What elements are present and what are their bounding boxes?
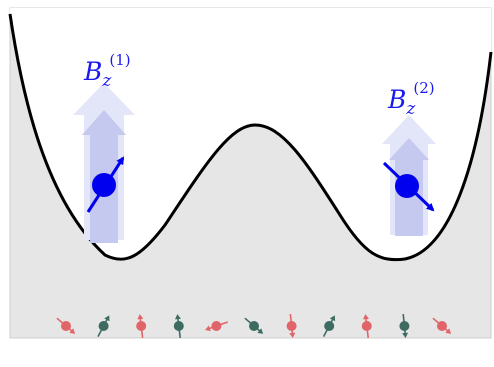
bath-spin-dot: [437, 321, 447, 331]
bath-spin: [322, 315, 336, 337]
bath-spin-arrowhead: [402, 332, 409, 338]
bath-spin-dot: [399, 321, 410, 331]
bath-spin: [56, 317, 76, 334]
bath-spin-dot: [286, 321, 297, 331]
left-qubit: [92, 173, 116, 197]
bath-spin: [244, 317, 264, 334]
right-field-label-base: B: [387, 85, 406, 114]
bath-spin: [432, 317, 452, 334]
bath-spin-dot: [98, 321, 109, 331]
bath-spin-arrowhead: [445, 328, 452, 334]
left-qubit-spin: [86, 156, 125, 213]
left-field-label-sup: (1): [109, 51, 130, 69]
right-field-label-sub: z: [405, 99, 416, 119]
bath-spin: [173, 314, 184, 339]
bath-spin: [399, 313, 410, 338]
bath-spin-dot: [173, 321, 184, 331]
bath-spin-dot: [61, 321, 71, 331]
bath-spin: [205, 321, 228, 332]
bath-spin-arrowhead: [137, 314, 144, 320]
bath-spin: [361, 314, 372, 339]
bath-spin-dot: [361, 321, 372, 331]
bath-spin: [286, 313, 297, 338]
bath-spin-arrowhead: [174, 314, 181, 320]
left-field-label-sub: z: [101, 71, 112, 91]
bath-spin-arrowhead: [104, 315, 110, 322]
bath-spin-dot: [249, 321, 259, 331]
right-field-label-sup: (2): [413, 79, 434, 97]
bath-spin-dot: [136, 321, 147, 331]
bath-spin-arrowhead: [69, 328, 76, 334]
bath-spin-arrowhead: [205, 325, 211, 332]
bath-spin-arrowhead: [362, 314, 369, 320]
right-field-label: Bz (2): [387, 79, 435, 119]
left-field-label-base: B: [83, 57, 102, 86]
bath-spin: [97, 315, 110, 337]
left-field-label: Bz (1): [83, 51, 131, 91]
bath-spin-arrowhead: [329, 315, 336, 322]
double-well-potential-curve: [8, 13, 493, 262]
bath-spin-dot: [324, 321, 335, 331]
right-qubit-spin: [382, 161, 435, 212]
bath-spin-dot: [211, 321, 222, 331]
bath-spin-arrowhead: [289, 332, 296, 338]
bath-spin: [136, 314, 147, 339]
bath-spin-arrowhead: [257, 328, 264, 334]
well-interior: [10, 8, 491, 260]
spin-bath: [56, 313, 452, 339]
right-qubit: [395, 174, 419, 198]
